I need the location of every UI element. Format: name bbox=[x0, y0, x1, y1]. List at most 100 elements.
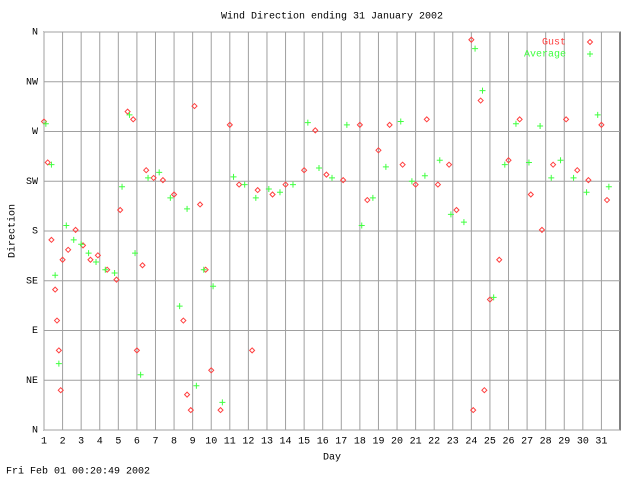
average-point bbox=[358, 222, 365, 229]
gust-point bbox=[116, 206, 124, 214]
average-point bbox=[145, 174, 152, 181]
y-tick-label: NW bbox=[26, 77, 38, 88]
gust-point bbox=[94, 252, 102, 259]
gust-point bbox=[170, 191, 178, 198]
average-point bbox=[382, 163, 389, 170]
gust-point bbox=[496, 256, 503, 263]
average-point bbox=[594, 111, 601, 118]
average-point bbox=[230, 173, 237, 180]
average-point bbox=[583, 189, 590, 196]
average-point bbox=[119, 183, 126, 190]
average-point bbox=[472, 45, 479, 52]
x-tick-label: 13 bbox=[261, 437, 273, 448]
average-point bbox=[421, 172, 428, 179]
x-tick-label: 29 bbox=[558, 437, 570, 448]
x-tick-label: 28 bbox=[540, 437, 552, 448]
gust-point bbox=[453, 206, 460, 214]
average-point bbox=[137, 371, 144, 378]
gust-point bbox=[339, 176, 347, 184]
average-point bbox=[265, 185, 272, 192]
average-point bbox=[537, 122, 544, 129]
x-tick-label: 9 bbox=[190, 437, 196, 448]
average-point bbox=[289, 181, 296, 188]
gust-point bbox=[53, 317, 61, 324]
gust-point bbox=[477, 97, 484, 104]
y-tick-label: E bbox=[32, 326, 38, 337]
average-point bbox=[512, 120, 519, 127]
x-tick-label: 24 bbox=[465, 437, 477, 448]
average-point bbox=[329, 174, 335, 181]
y-tick-label: W bbox=[32, 127, 38, 138]
average-point bbox=[460, 219, 467, 226]
gust-point bbox=[44, 159, 51, 166]
gust-point bbox=[64, 246, 72, 254]
average-point bbox=[557, 157, 564, 164]
average-point bbox=[605, 183, 612, 190]
gust-point bbox=[538, 226, 546, 234]
average-point bbox=[241, 181, 248, 188]
gust-point bbox=[585, 176, 592, 184]
x-tick-label: 30 bbox=[577, 437, 589, 448]
legend-label: Average bbox=[524, 50, 566, 61]
average-point bbox=[447, 211, 454, 218]
average-point bbox=[93, 258, 100, 265]
average-point bbox=[200, 266, 207, 273]
gust-point bbox=[72, 226, 79, 234]
gust-point bbox=[191, 102, 198, 110]
gust-point bbox=[196, 201, 204, 208]
gust-point bbox=[129, 116, 137, 123]
average-point bbox=[369, 194, 376, 201]
gust-point bbox=[516, 116, 523, 123]
gust-point bbox=[356, 121, 364, 129]
x-tick-label: 20 bbox=[391, 437, 403, 448]
average-point bbox=[397, 118, 404, 125]
gust-point bbox=[549, 161, 557, 168]
gust-point bbox=[386, 121, 393, 129]
average-point bbox=[490, 294, 497, 301]
gust-point bbox=[300, 166, 308, 174]
average-point bbox=[501, 161, 508, 168]
gust-point bbox=[434, 181, 442, 188]
average-point bbox=[63, 222, 70, 229]
average-point bbox=[156, 169, 163, 176]
average-point bbox=[315, 164, 322, 171]
gust-point bbox=[574, 166, 581, 174]
gust-point bbox=[87, 256, 94, 263]
x-tick-label: 4 bbox=[97, 437, 103, 448]
gust-point bbox=[254, 186, 261, 194]
average-point bbox=[42, 120, 49, 127]
average-point bbox=[78, 241, 85, 248]
gust-point bbox=[603, 196, 611, 204]
x-tick-label: 12 bbox=[242, 437, 254, 448]
gust-point bbox=[364, 196, 371, 204]
y-tick-label: NE bbox=[26, 376, 38, 387]
average-point bbox=[479, 87, 486, 94]
average-point bbox=[85, 250, 92, 257]
gust-point bbox=[282, 181, 289, 188]
x-tick-label: 26 bbox=[503, 437, 515, 448]
x-tick-label: 22 bbox=[428, 437, 440, 448]
x-tick-label: 18 bbox=[354, 437, 366, 448]
x-tick-label: 19 bbox=[372, 437, 384, 448]
gust-point bbox=[399, 161, 406, 168]
average-point bbox=[276, 189, 283, 196]
gust-point bbox=[133, 347, 141, 354]
y-axis-label: Direction bbox=[7, 204, 19, 258]
gust-point bbox=[187, 406, 194, 414]
gust-point bbox=[323, 171, 330, 178]
gust-point bbox=[269, 191, 276, 198]
gust-point bbox=[217, 406, 224, 414]
y-tick-label: N bbox=[32, 28, 38, 39]
x-tick-label: 25 bbox=[484, 437, 496, 448]
average-point bbox=[525, 159, 532, 166]
y-tick-label: N bbox=[32, 426, 38, 437]
x-axis-label: Day bbox=[323, 453, 341, 464]
average-point bbox=[184, 205, 191, 212]
x-tick-label: 1 bbox=[41, 437, 47, 448]
average-point bbox=[102, 266, 109, 273]
gust-point bbox=[59, 256, 66, 263]
average-point bbox=[52, 272, 59, 279]
average-point bbox=[570, 174, 577, 181]
gust-point bbox=[150, 174, 157, 182]
legend-label: Gust bbox=[542, 38, 566, 49]
